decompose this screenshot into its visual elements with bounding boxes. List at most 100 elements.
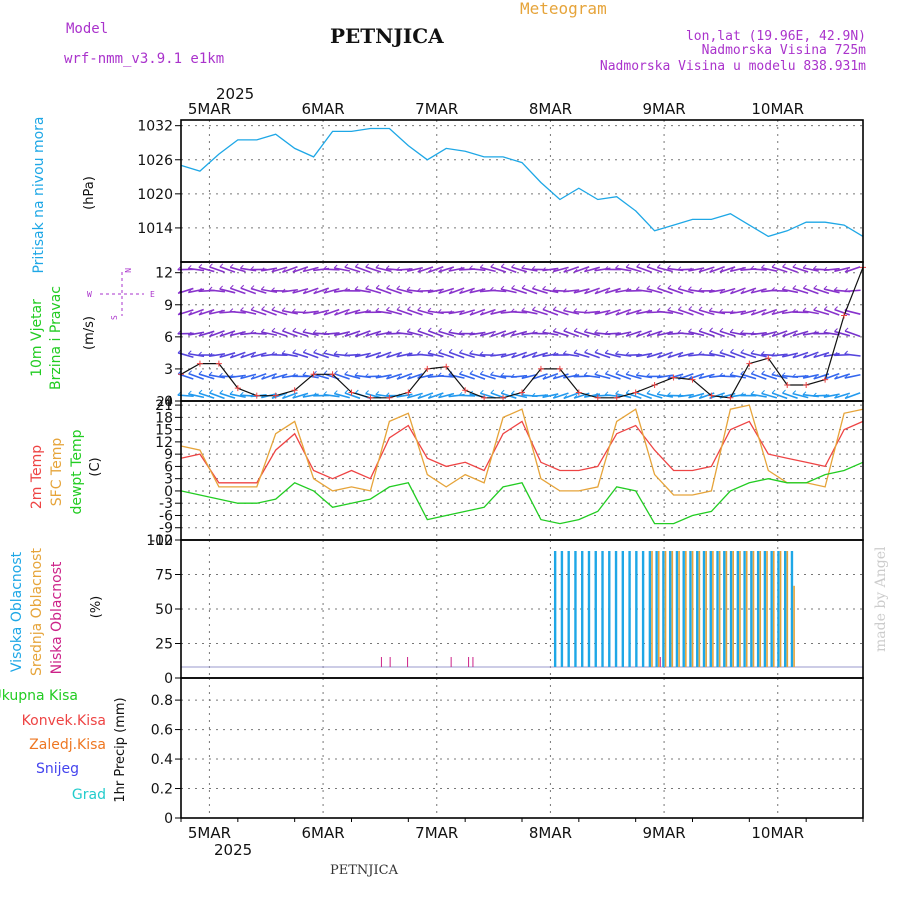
temp-tick-label-4: 9 (164, 447, 173, 463)
pressure-unit: (hPa) (82, 176, 97, 210)
wind-barb (615, 267, 632, 272)
wind-barb-tail (427, 307, 432, 312)
wind-barb (594, 309, 611, 315)
wind-barb-tail (521, 374, 526, 379)
precip-conv-label: Konvek.Kisa (22, 713, 106, 729)
wind-barb (375, 310, 392, 315)
bottom-date-label-0: 5MAR (188, 824, 231, 842)
wind-barb-tail (260, 328, 265, 333)
wind-barb-tail (792, 373, 796, 378)
wind-barb-tail (781, 285, 786, 290)
wind-barb-tail (542, 394, 546, 398)
wind-barb (334, 373, 350, 380)
wind-barb-tail (365, 354, 370, 358)
temp-sfc-label: SFC Temp (49, 438, 65, 507)
wind-barb-tail (761, 370, 765, 375)
wind-barb-tail (750, 390, 755, 395)
wind-barb (375, 374, 392, 379)
wind-barb (677, 332, 694, 336)
wind-barb-tail (531, 392, 536, 397)
wind-barb (563, 266, 580, 273)
wind-barb (542, 331, 559, 336)
wind-barb (792, 392, 809, 399)
wind-barb-tail (823, 393, 828, 398)
wind-barb-tail (542, 267, 546, 271)
precip-freeze-label: Zaledj.Kisa (29, 737, 106, 753)
wind-barb-tail (219, 332, 224, 337)
wind-barb-tail (302, 393, 307, 398)
wind-barb-tail (385, 265, 390, 270)
wind-barb (521, 351, 538, 359)
precip-unit: 1hr Precip (mm) (113, 697, 128, 802)
wind-barb (459, 394, 476, 397)
wind-barb (469, 267, 486, 272)
wind-barb-tail (271, 306, 276, 311)
wind-barb-tail (709, 268, 713, 273)
wind-barb-tail (542, 328, 546, 333)
precip-total-label: Ukupna Kisa (0, 688, 78, 704)
wind-barb-tail (261, 306, 265, 310)
wind-barb-tail (365, 390, 369, 394)
wind-barb (313, 287, 329, 295)
wind-barb (459, 373, 475, 380)
wind-barb-tail (448, 393, 453, 397)
wind-barb (229, 393, 246, 399)
wind-barb-tail (719, 349, 724, 353)
wind-barb-tail (625, 370, 630, 375)
wind-barb-tail (615, 288, 619, 293)
wind-barb-tail (250, 329, 255, 334)
wind-barb-tail (635, 371, 640, 376)
wind-speed-marker (500, 394, 507, 401)
bottom-year-label: 2025 (214, 841, 252, 859)
wind-barb (584, 351, 600, 359)
wind-barb-tail (323, 311, 328, 316)
wind-speed-marker (481, 394, 488, 401)
wind-barb-tail (500, 263, 505, 268)
wind-barb (271, 392, 288, 399)
wind-barb (740, 351, 757, 359)
precip-snow-label: Snijeg (36, 761, 79, 777)
wind-barb-row-1 (177, 370, 861, 380)
wind-barb (365, 392, 382, 399)
wind-barb-tail (823, 306, 828, 310)
wind-barb (667, 287, 684, 295)
wind-barb-tail (302, 268, 307, 272)
wind-barb (448, 351, 465, 359)
wind-barb (500, 288, 517, 294)
precip-tick-label-1: 0.6 (151, 723, 173, 739)
wind-barb-tail (656, 264, 661, 268)
wind-barb (636, 266, 652, 273)
wind-barb-tail (323, 370, 328, 375)
wind-barb-tail (469, 311, 474, 316)
wind-barb-tail (209, 263, 213, 268)
wind-barb (521, 287, 538, 295)
wind-barb-tail (417, 374, 421, 379)
wind-barb-tail (771, 352, 776, 357)
wind-barb (844, 373, 861, 379)
wind-barb-tail (594, 310, 599, 315)
wind-barb-tail (333, 288, 338, 293)
wind-barb-tail (594, 349, 599, 353)
wind-speed-marker (424, 365, 431, 372)
wind-barb-tail (198, 351, 202, 356)
wind-barb-tail (615, 350, 619, 355)
wind-barb (573, 266, 590, 273)
wind-barb-tail (188, 370, 192, 375)
wind-speed-marker (196, 360, 203, 367)
wind-barb (521, 373, 538, 380)
wind-barb-tail (469, 289, 474, 294)
wind-barb (219, 352, 236, 358)
wind-barb-tail (229, 308, 234, 312)
wind-barb-tail (761, 332, 765, 336)
wind-barb-tail (459, 349, 463, 354)
wind-barb-tail (677, 329, 682, 334)
wind-barb-tail (458, 330, 463, 334)
wind-barb-tail (750, 265, 755, 270)
wind-barb-tail (281, 350, 286, 354)
wind-barb-tail (688, 286, 692, 291)
wind-barb (365, 375, 382, 378)
wind-barb-tail (187, 289, 192, 293)
wind-barb-tail (198, 389, 203, 394)
model-elevation: Nadmorska Visina u modelu 838.931m (600, 59, 866, 74)
wind-barb (667, 309, 684, 316)
